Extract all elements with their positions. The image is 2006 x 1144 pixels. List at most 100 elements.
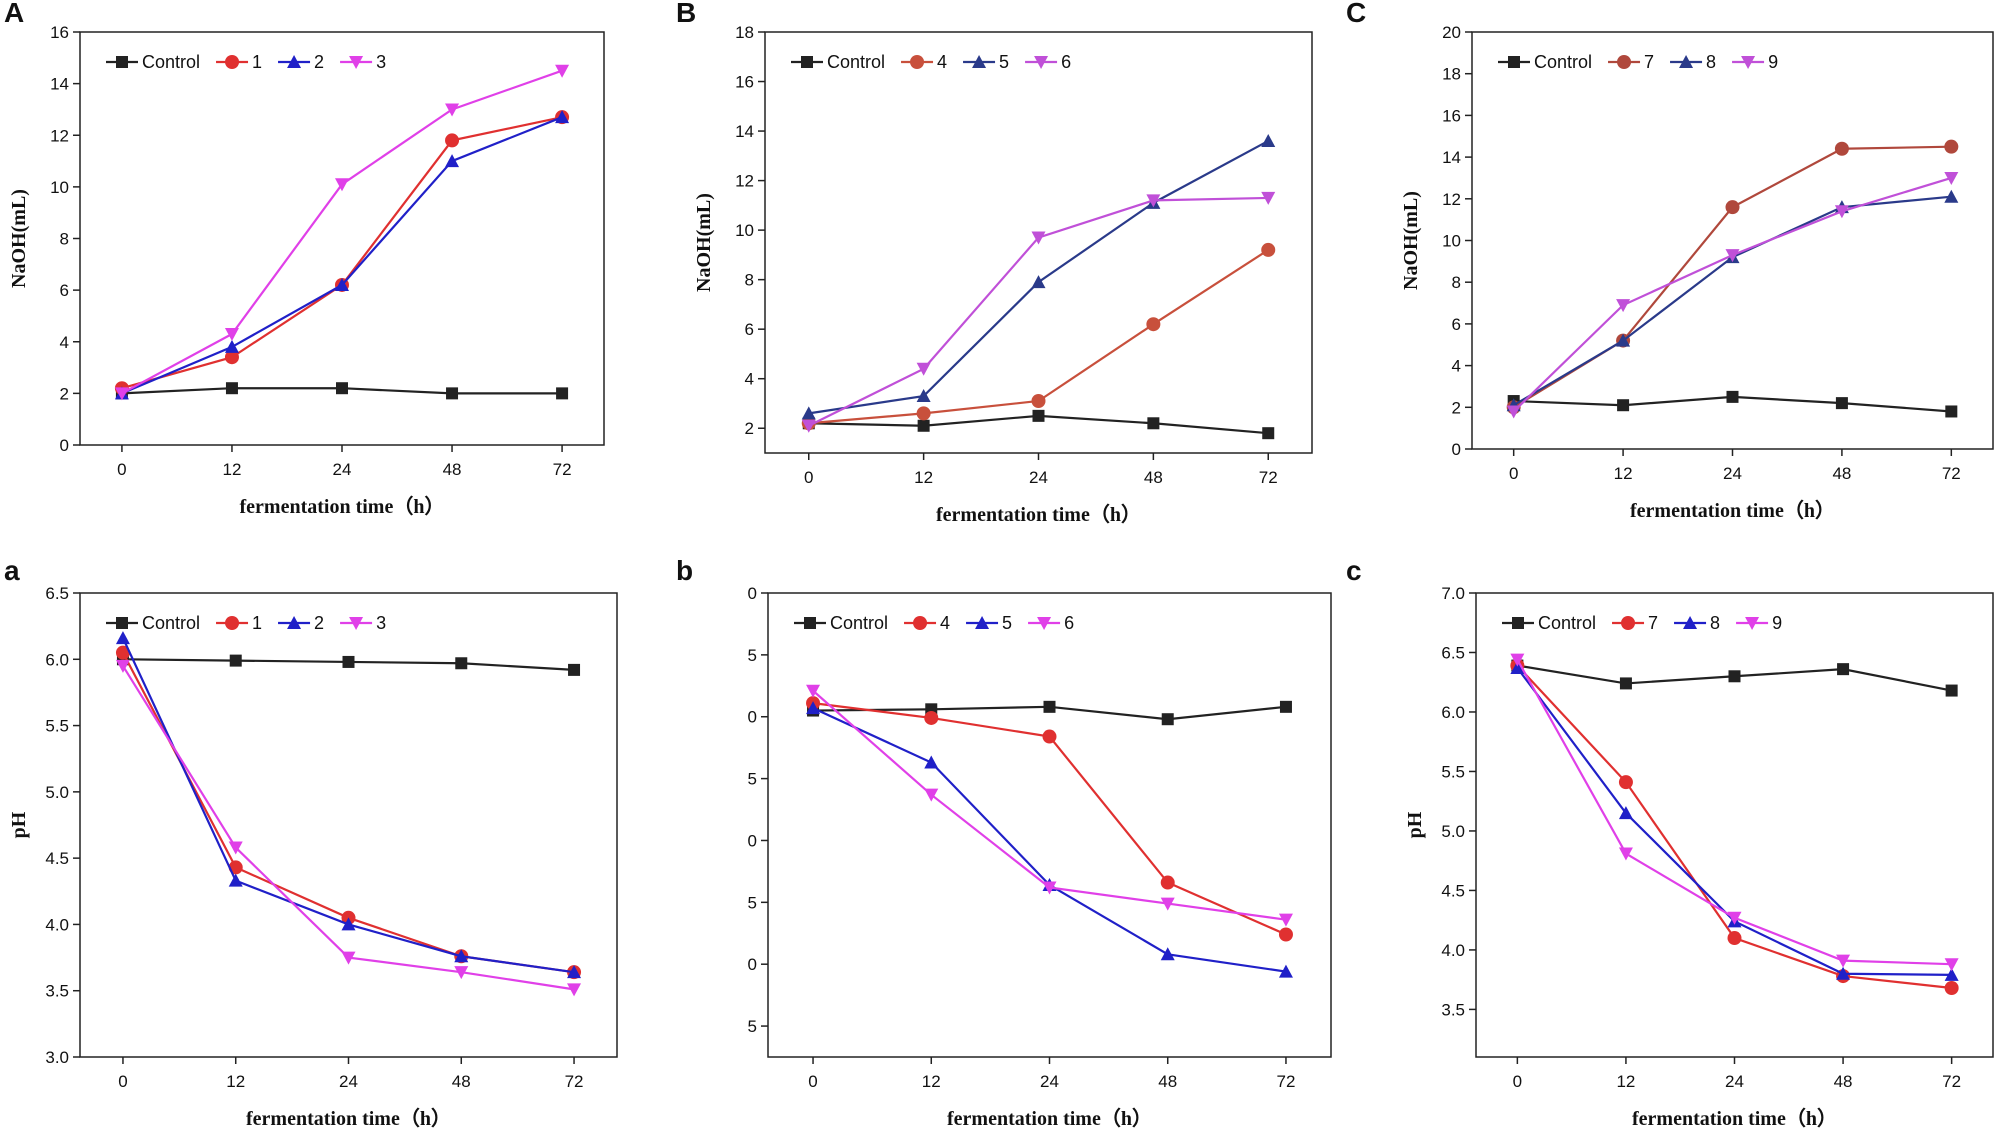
marker	[801, 406, 816, 420]
series-line	[1516, 667, 1952, 977]
marker	[1261, 242, 1276, 257]
marker	[228, 841, 243, 855]
legend-label: 1	[252, 613, 262, 633]
y-tick-label: 0	[748, 831, 757, 850]
y-tick-label: 12	[735, 172, 754, 191]
x-tick-label: 24	[339, 1072, 358, 1091]
legend-label: Control	[142, 52, 200, 72]
y-tick-label: 10	[735, 221, 754, 240]
marker	[555, 64, 570, 78]
panel-label: A	[4, 0, 24, 28]
y-tick-label: 4.5	[45, 849, 69, 868]
y-tick-label: 4	[1452, 357, 1461, 376]
marker	[1618, 806, 1633, 820]
legend-label: 7	[1644, 52, 1654, 72]
x-tick-label: 48	[1834, 1072, 1853, 1091]
y-tick-label: 16	[1442, 106, 1461, 125]
y-tick-label: 4	[60, 333, 69, 352]
series-line	[812, 707, 1287, 973]
marker	[1508, 56, 1520, 68]
marker	[287, 55, 302, 68]
x-axis-title: fermentation time（h）	[240, 495, 445, 518]
marker	[916, 406, 931, 421]
marker	[455, 657, 468, 670]
marker	[114, 387, 129, 401]
marker	[342, 655, 355, 668]
marker	[1043, 700, 1056, 713]
x-tick-label: 12	[914, 468, 933, 487]
x-tick-label: 72	[1942, 1072, 1961, 1091]
marker	[568, 663, 581, 676]
marker	[446, 387, 459, 400]
marker	[1836, 966, 1851, 980]
marker	[1262, 427, 1275, 440]
legend-label: 4	[937, 52, 947, 72]
x-tick-label: 12	[1614, 464, 1633, 483]
y-tick-label: 5	[748, 893, 757, 912]
marker	[1031, 231, 1046, 245]
x-axis-title: fermentation time（h）	[947, 1107, 1152, 1130]
y-tick-label: 4	[745, 370, 754, 389]
marker	[341, 951, 356, 965]
y-tick-label: 4.0	[45, 915, 69, 934]
series-line	[121, 116, 563, 390]
marker	[1278, 913, 1293, 927]
x-tick-label: 48	[1158, 1072, 1177, 1091]
marker	[1146, 317, 1161, 332]
marker	[916, 362, 931, 376]
marker	[1512, 617, 1524, 629]
marker	[1618, 847, 1633, 861]
marker	[1616, 299, 1631, 313]
marker	[224, 350, 239, 365]
marker	[1945, 405, 1958, 418]
marker	[1160, 897, 1175, 911]
y-tick-label: 5.5	[45, 717, 69, 736]
y-tick-label: 3.5	[1441, 1000, 1465, 1019]
legend-label: 3	[376, 52, 386, 72]
marker	[1042, 729, 1057, 744]
panel: b 5 0 5 0 5 0 5 0 0 12 24 48 72 fermentation time（h） Co…	[676, 555, 1332, 1130]
panel-label: c	[1346, 555, 1362, 586]
marker	[1160, 875, 1175, 890]
legend-label: 9	[1772, 613, 1782, 633]
marker	[115, 631, 130, 645]
y-tick-label: 2	[745, 419, 754, 438]
marker	[916, 389, 931, 403]
marker	[1834, 205, 1849, 219]
marker	[1042, 881, 1057, 895]
marker	[1037, 617, 1052, 630]
legend-label: 6	[1061, 52, 1071, 72]
x-tick-label: 48	[1144, 468, 1163, 487]
x-axis-title: fermentation time（h）	[1630, 499, 1835, 522]
marker	[1619, 677, 1632, 690]
marker	[445, 133, 460, 148]
marker	[1741, 56, 1756, 69]
panel-label: B	[676, 0, 696, 28]
y-tick-label: 0	[748, 708, 757, 727]
legend-label: 3	[376, 613, 386, 633]
marker	[1725, 249, 1740, 263]
y-axis-title: NaOH(mL)	[1400, 191, 1422, 290]
series-line	[122, 665, 575, 991]
y-tick-label: 2	[1452, 398, 1461, 417]
x-tick-label: 0	[1513, 1072, 1522, 1091]
y-tick-label: 10	[1442, 232, 1461, 251]
y-tick-label: 5.0	[45, 783, 69, 802]
legend-label: 1	[252, 52, 262, 72]
y-tick-label: 8	[1452, 273, 1461, 292]
marker	[1031, 393, 1046, 408]
y-tick-label: 8	[745, 271, 754, 290]
series-line	[1513, 195, 1952, 407]
marker	[1835, 397, 1848, 410]
y-tick-label: 2	[60, 384, 69, 403]
marker	[924, 710, 939, 725]
marker	[341, 917, 356, 931]
marker	[116, 617, 128, 629]
marker	[1034, 56, 1049, 69]
marker	[924, 788, 939, 802]
marker	[806, 701, 821, 715]
panel-label: b	[676, 555, 693, 586]
